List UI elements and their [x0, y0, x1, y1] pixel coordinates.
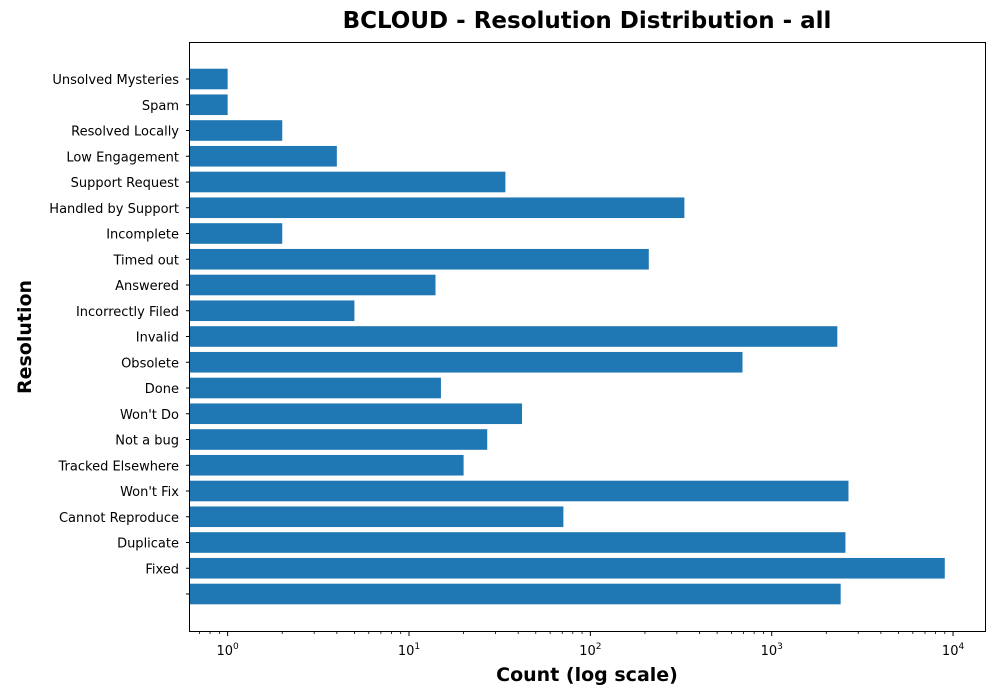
- bar: [190, 197, 685, 219]
- y-tick-label: Handled by Support: [49, 202, 179, 217]
- bar: [190, 171, 506, 193]
- bar: [190, 248, 649, 270]
- y-tick-label: Spam: [142, 99, 179, 114]
- bar: [190, 506, 564, 528]
- y-tick-label: Cannot Reproduce: [59, 511, 179, 526]
- x-tick-label: 103: [761, 642, 783, 659]
- bar: [190, 300, 355, 322]
- bar: [190, 94, 228, 116]
- bar: [190, 583, 841, 605]
- y-tick-label: Tracked Elsewhere: [58, 459, 179, 474]
- x-axis: 100 101 102 103 104: [199, 631, 965, 659]
- y-tick-label: Support Request: [71, 176, 179, 191]
- y-tick-label: Not a bug: [115, 434, 179, 449]
- bar: [190, 351, 743, 373]
- bar: [190, 326, 838, 347]
- y-tick-label: Obsolete: [121, 356, 179, 371]
- bar: [190, 480, 849, 502]
- bar: [190, 454, 464, 476]
- y-tick-label: Timed out: [113, 253, 180, 268]
- y-tick-label: Fixed: [145, 562, 179, 577]
- bar: [190, 403, 523, 425]
- y-tick-label: Low Engagement: [66, 150, 179, 165]
- y-tick-label: Won't Do: [120, 408, 179, 423]
- x-tick-label: 101: [398, 642, 420, 659]
- bar: [190, 274, 436, 296]
- y-tick-label: Done: [145, 382, 179, 397]
- y-tick-label: Invalid: [136, 331, 179, 346]
- x-tick-label: 102: [579, 642, 601, 659]
- y-tick-label: Won't Fix: [120, 485, 179, 500]
- x-tick-label: 104: [942, 642, 965, 659]
- y-tick-label: Resolved Locally: [71, 125, 179, 140]
- chart-title: BCLOUD - Resolution Distribution - all: [342, 8, 832, 34]
- bar: [190, 120, 283, 141]
- bar: [190, 377, 441, 399]
- y-tick-label: Answered: [115, 279, 179, 294]
- bar: [190, 68, 228, 90]
- x-tick-label: 100: [217, 642, 240, 659]
- bar: [190, 557, 945, 579]
- x-axis-title: Count (log scale): [496, 664, 678, 686]
- y-tick-label: Incorrectly Filed: [76, 305, 179, 320]
- y-tick-label: Unsolved Mysteries: [52, 73, 179, 88]
- bar: [190, 429, 488, 450]
- bar: [190, 532, 846, 553]
- bar: [190, 145, 337, 167]
- bar: [190, 223, 283, 244]
- y-tick-label: Duplicate: [117, 537, 179, 552]
- bars-layer: [190, 68, 945, 605]
- y-axis: Unsolved Mysteries Spam Resolved Locally Lo…: [49, 73, 190, 595]
- y-axis-title: Resolution: [14, 280, 36, 394]
- y-tick-label: Incomplete: [106, 228, 179, 243]
